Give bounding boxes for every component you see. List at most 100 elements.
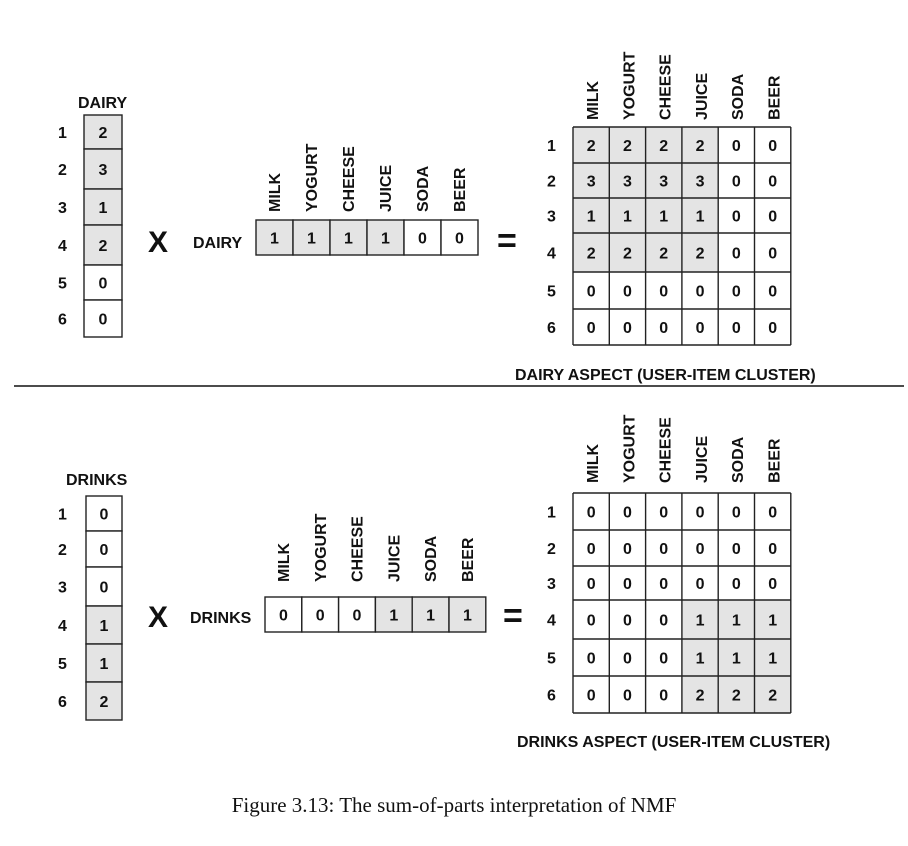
drinks-times-sign: X [148, 601, 168, 634]
column-header: JUICE [694, 73, 711, 120]
dairy-item-vector: 1 MILK 1 YOGURT 1 CHEESE 1 JUICE 0 SODA 0 BEER [255, 143, 479, 256]
highlight-cell [754, 676, 791, 713]
matrix-value: 1 [768, 613, 777, 630]
column-header: JUICE [378, 165, 395, 212]
highlight-cell [681, 600, 719, 639]
user-vector-cell [85, 643, 123, 683]
row-label: 6 [58, 694, 67, 711]
matrix-value: 1 [696, 651, 705, 668]
highlight-cell [681, 198, 719, 233]
highlight-cell [609, 198, 646, 233]
item-vector-cell [301, 596, 340, 633]
column-header: CHEESE [341, 146, 358, 212]
drinks-user-vector-title: DRINKS [66, 472, 128, 489]
row-label: 2 [58, 542, 67, 559]
matrix-value: 1 [732, 613, 741, 630]
matrix-value: 0 [659, 688, 668, 705]
matrix-value: 2 [587, 246, 596, 263]
matrix-value: 0 [732, 174, 741, 191]
matrix-value: 3 [659, 174, 668, 191]
item-vector-cell [329, 219, 368, 256]
row-label: 1 [58, 125, 67, 142]
column-header: MILK [267, 172, 284, 212]
item-vector-value: 1 [381, 231, 390, 248]
highlight-cell [754, 600, 791, 639]
matrix-value: 0 [696, 505, 705, 522]
item-vector-value: 0 [455, 231, 464, 248]
user-vector-value: 0 [100, 542, 109, 559]
matrix-value: 0 [768, 174, 777, 191]
highlight-cell [718, 676, 755, 713]
column-header: BEER [460, 537, 477, 582]
matrix-value: 2 [696, 688, 705, 705]
column-header: YOGURT [304, 143, 321, 212]
highlight-cell [609, 233, 646, 272]
drinks-item-vector-label: DRINKS [190, 610, 252, 627]
matrix-value: 2 [696, 246, 705, 263]
matrix-value: 0 [732, 576, 741, 593]
user-vector-cell [85, 566, 123, 607]
matrix-value: 0 [768, 209, 777, 226]
matrix-value: 3 [587, 174, 596, 191]
user-vector-value: 2 [99, 238, 108, 255]
figure-caption: Figure 3.13: The sum-of-parts interpreta… [232, 793, 677, 817]
matrix-value: 0 [659, 613, 668, 630]
highlight-cell [645, 198, 682, 233]
highlight-cell [573, 233, 610, 272]
item-vector-value: 0 [316, 608, 325, 625]
matrix-value: 0 [623, 284, 632, 301]
matrix-value: 0 [696, 284, 705, 301]
matrix-value: 0 [732, 209, 741, 226]
item-vector-value: 1 [270, 231, 279, 248]
column-header: SODA [423, 535, 440, 582]
matrix-value: 0 [587, 541, 596, 558]
item-vector-cell [448, 596, 487, 633]
column-header: YOGURT [621, 414, 638, 483]
dairy-aspect-matrix: 1 2 2 2 2 0 0 2 3 3 3 3 0 0 3 1 1 1 1 0 0 4 2 2 2 2 0 0 5 0 0 0 0 0 0 6 0 0 0 0… [547, 51, 792, 346]
matrix-value: 0 [587, 320, 596, 337]
matrix-value: 0 [696, 320, 705, 337]
user-vector-cell [85, 605, 123, 645]
matrix-value: 2 [623, 138, 632, 155]
dairy-user-vector: 2 1 3 2 1 3 2 4 0 5 0 6 [58, 114, 123, 338]
user-vector-value: 2 [99, 125, 108, 142]
item-vector-cell [264, 596, 303, 633]
matrix-value: 0 [623, 505, 632, 522]
matrix-value: 0 [587, 576, 596, 593]
item-vector-value: 1 [344, 231, 353, 248]
highlight-cell [681, 676, 719, 713]
highlight-cell [645, 127, 682, 163]
matrix-value: 0 [732, 541, 741, 558]
column-header: MILK [585, 443, 602, 483]
matrix-value: 0 [587, 688, 596, 705]
column-header: CHEESE [350, 516, 367, 582]
item-vector-value: 1 [463, 608, 472, 625]
user-vector-value: 3 [99, 162, 108, 179]
drinks-panel: DRINKS 0 1 0 2 0 3 1 4 1 5 2 6 X DRINKS 0 MILK 0 YOGUR… [58, 414, 830, 751]
highlight-cell [645, 233, 682, 272]
drinks-aspect-matrix: 1 0 0 0 0 0 0 2 0 0 0 0 0 0 3 0 0 0 0 0 0 4 0 0 0 1 1 1 5 0 0 0 1 1 1 6 0 0 0 2… [547, 414, 792, 714]
matrix-value: 2 [732, 688, 741, 705]
matrix-value: 0 [587, 613, 596, 630]
matrix-value: 1 [732, 651, 741, 668]
matrix-value: 0 [659, 320, 668, 337]
user-vector-value: 0 [99, 312, 108, 329]
item-vector-cell [292, 219, 331, 256]
row-label: 5 [547, 284, 556, 301]
matrix-value: 0 [732, 246, 741, 263]
row-label: 2 [547, 541, 556, 558]
item-vector-value: 0 [353, 608, 362, 625]
row-label: 5 [58, 656, 67, 673]
highlight-cell [645, 163, 682, 198]
user-vector-value: 0 [100, 507, 109, 524]
highlight-cell [681, 639, 719, 676]
highlight-cell [609, 127, 646, 163]
matrix-value: 0 [696, 541, 705, 558]
row-label: 4 [547, 246, 556, 263]
matrix-value: 2 [696, 138, 705, 155]
item-vector-cell [411, 596, 450, 633]
dairy-user-vector-title: DAIRY [78, 95, 128, 112]
user-vector-value: 1 [100, 618, 109, 635]
row-label: 4 [547, 613, 556, 630]
